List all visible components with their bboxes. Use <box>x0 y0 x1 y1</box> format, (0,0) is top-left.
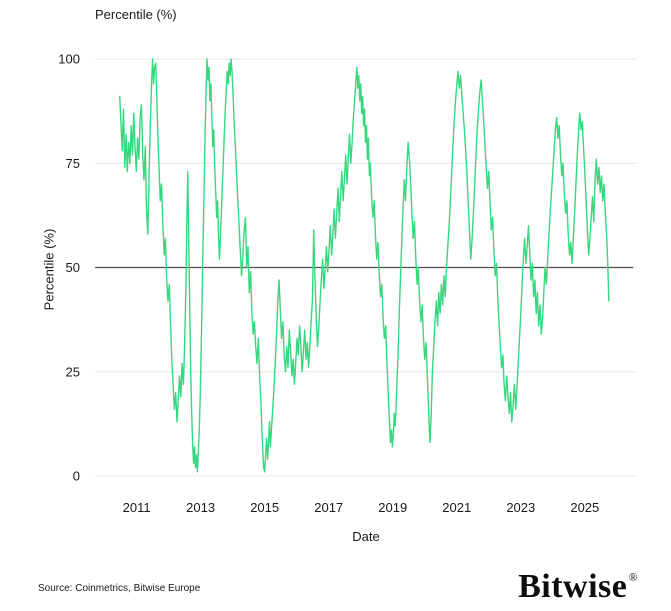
x-tick-label: 2013 <box>186 500 215 515</box>
y-tick-label: 25 <box>66 364 80 379</box>
y-tick-label: 50 <box>66 260 80 275</box>
x-tick-label: 2015 <box>250 500 279 515</box>
x-axis-title: Date <box>352 529 380 544</box>
x-tick-label: 2011 <box>123 500 151 515</box>
x-tick-label: 2023 <box>506 500 535 515</box>
chart-title: Percentile (%) <box>95 7 177 22</box>
y-tick-label: 75 <box>66 156 80 171</box>
x-tick-label: 2025 <box>570 500 599 515</box>
x-tick-label: 2021 <box>442 500 471 515</box>
x-tick-label: 2019 <box>378 500 407 515</box>
y-tick-label: 100 <box>58 52 80 67</box>
y-tick-label: 0 <box>73 469 80 484</box>
series-line-percentile <box>118 58 610 473</box>
registered-trademark-icon: ® <box>628 570 638 584</box>
x-tick-label: 2017 <box>314 500 343 515</box>
source-note: Source: Coinmetrics, Bitwise Europe <box>38 583 201 594</box>
bitwise-logo: Bitwise® <box>518 570 638 604</box>
bitwise-logo-text: Bitwise <box>518 568 628 605</box>
